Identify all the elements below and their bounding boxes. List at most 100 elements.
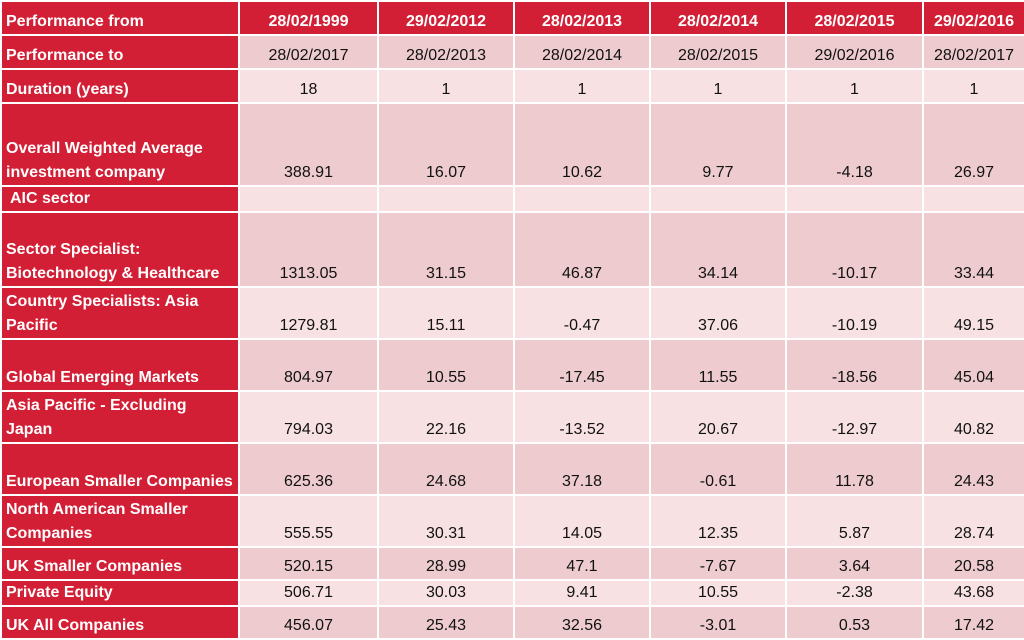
table-cell: 31.15 (377, 211, 515, 288)
table-cell: 794.03 (238, 390, 379, 444)
table-row: Global Emerging Markets 804.97 10.55 -17… (0, 338, 1024, 392)
row-label: European Smaller Companies (0, 442, 240, 496)
table-cell: 1279.81 (238, 286, 379, 340)
table-cell: 12.35 (649, 494, 787, 548)
table-cell: 34.14 (649, 211, 787, 288)
table-cell: 28/02/2014 (513, 34, 651, 70)
table-cell: 37.18 (513, 442, 651, 496)
header-date: 29/02/2016 (922, 0, 1024, 36)
performance-to-row: Performance to 28/02/2017 28/02/2013 28/… (0, 34, 1024, 70)
row-label: Duration (years) (0, 68, 240, 104)
table-cell: 43.68 (922, 579, 1024, 607)
table-cell: 5.87 (785, 494, 924, 548)
table-cell: -0.47 (513, 286, 651, 340)
table-cell (513, 185, 651, 213)
row-label: Country Specialists: Asia Pacific (0, 286, 240, 340)
row-label: North American Smaller Companies (0, 494, 240, 548)
overall-row: Overall Weighted Average investment comp… (0, 102, 1024, 187)
table-cell: 28.99 (377, 546, 515, 581)
table-cell: -0.61 (649, 442, 787, 496)
table-cell: 555.55 (238, 494, 379, 548)
table-row: Private Equity 506.71 30.03 9.41 10.55 -… (0, 579, 1024, 607)
table-cell: 0.53 (785, 605, 924, 640)
table-cell: -3.01 (649, 605, 787, 640)
table-cell: 11.78 (785, 442, 924, 496)
table-cell: -4.18 (785, 102, 924, 187)
row-label: UK All Companies (0, 605, 240, 640)
table-cell: 506.71 (238, 579, 379, 607)
table-cell: 47.1 (513, 546, 651, 581)
table-cell: 1 (649, 68, 787, 104)
table-cell: 10.55 (377, 338, 515, 392)
table-cell: 1 (922, 68, 1024, 104)
row-label: Private Equity (0, 579, 240, 607)
table-row: North American Smaller Companies 555.55 … (0, 494, 1024, 548)
row-label: Asia Pacific - Excluding Japan (0, 390, 240, 444)
table-cell: 46.87 (513, 211, 651, 288)
header-date: 28/02/2014 (649, 0, 787, 36)
table-cell (238, 185, 379, 213)
table-cell: 26.97 (922, 102, 1024, 187)
table-row: Sector Specialist: Biotechnology & Healt… (0, 211, 1024, 288)
row-label: Sector Specialist: Biotechnology & Healt… (0, 211, 240, 288)
header-label: Performance from (0, 0, 240, 36)
table-cell: -2.38 (785, 579, 924, 607)
table-cell: 37.06 (649, 286, 787, 340)
table-cell: 20.67 (649, 390, 787, 444)
table-cell: 20.58 (922, 546, 1024, 581)
table-row: Asia Pacific - Excluding Japan 794.03 22… (0, 390, 1024, 444)
row-label: Performance to (0, 34, 240, 70)
table-cell: -18.56 (785, 338, 924, 392)
table-cell: 30.03 (377, 579, 515, 607)
table-cell: 28/02/2017 (922, 34, 1024, 70)
duration-row: Duration (years) 18 1 1 1 1 1 (0, 68, 1024, 104)
table-cell: -10.17 (785, 211, 924, 288)
table-cell: 804.97 (238, 338, 379, 392)
table-cell: 45.04 (922, 338, 1024, 392)
table-cell: 24.68 (377, 442, 515, 496)
table-cell: 1313.05 (238, 211, 379, 288)
table-row: UK Smaller Companies 520.15 28.99 47.1 -… (0, 546, 1024, 581)
table-cell: 49.15 (922, 286, 1024, 340)
table-cell: -17.45 (513, 338, 651, 392)
table-cell: 16.07 (377, 102, 515, 187)
header-date: 28/02/2013 (513, 0, 651, 36)
header-date: 29/02/2012 (377, 0, 515, 36)
table-cell: 30.31 (377, 494, 515, 548)
table-cell: 9.41 (513, 579, 651, 607)
table-cell: 28.74 (922, 494, 1024, 548)
table-cell: 1 (513, 68, 651, 104)
table-cell: 3.64 (785, 546, 924, 581)
table-cell: 388.91 (238, 102, 379, 187)
table-row: Country Specialists: Asia Pacific 1279.8… (0, 286, 1024, 340)
table-cell (922, 185, 1024, 213)
row-label: Global Emerging Markets (0, 338, 240, 392)
table-cell: 10.62 (513, 102, 651, 187)
table-cell: 32.56 (513, 605, 651, 640)
table-cell: 15.11 (377, 286, 515, 340)
header-date: 28/02/2015 (785, 0, 924, 36)
table-cell: 29/02/2016 (785, 34, 924, 70)
table-cell: 28/02/2013 (377, 34, 515, 70)
row-label: UK Smaller Companies (0, 546, 240, 581)
table-cell: 28/02/2017 (238, 34, 379, 70)
table-cell: 24.43 (922, 442, 1024, 496)
aic-sector-row: AIC sector (0, 185, 1024, 213)
table-cell (377, 185, 515, 213)
table-cell: 1 (785, 68, 924, 104)
table-cell: 11.55 (649, 338, 787, 392)
table-row: UK All Companies 456.07 25.43 32.56 -3.0… (0, 605, 1024, 640)
table-cell: 520.15 (238, 546, 379, 581)
table-cell: 10.55 (649, 579, 787, 607)
table-cell: 14.05 (513, 494, 651, 548)
table-cell: 17.42 (922, 605, 1024, 640)
table-cell (785, 185, 924, 213)
table-cell: 25.43 (377, 605, 515, 640)
table-cell: 625.36 (238, 442, 379, 496)
table-cell: -13.52 (513, 390, 651, 444)
header-row: Performance from 28/02/1999 29/02/2012 2… (0, 0, 1024, 36)
section-label: AIC sector (0, 185, 240, 213)
table-cell: 18 (238, 68, 379, 104)
table-cell: -12.97 (785, 390, 924, 444)
